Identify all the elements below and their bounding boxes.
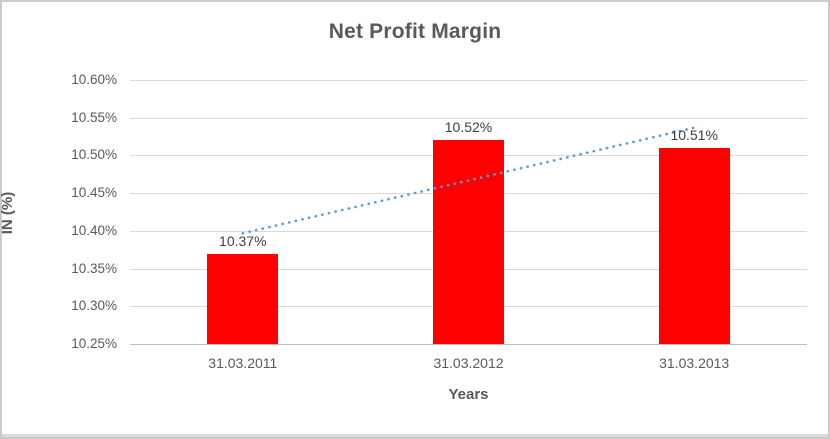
y-tick-label: 10.50% <box>71 147 117 163</box>
gridline <box>130 117 807 119</box>
y-tick-label: 10.35% <box>71 260 117 276</box>
bar <box>658 147 730 344</box>
bar-data-label: 10.51% <box>670 126 718 143</box>
y-tick-label: 10.60% <box>71 72 117 87</box>
bar-data-label: 10.37% <box>219 232 267 249</box>
x-tick-label: 31.03.2011 <box>208 355 278 371</box>
y-tick-label: 10.45% <box>71 185 117 201</box>
y-tick-label: 10.40% <box>71 222 117 238</box>
x-tick-label: 31.03.2012 <box>433 355 504 371</box>
chart-title: Net Profit Margin <box>328 20 502 43</box>
y-tick-label: 10.25% <box>71 336 117 351</box>
gridline <box>130 80 807 81</box>
y-tick-label: 10.30% <box>71 298 117 314</box>
bar <box>433 140 504 344</box>
y-tick-label: 10.55% <box>71 109 117 125</box>
x-axis-title: Years <box>448 386 489 403</box>
bar <box>207 253 279 344</box>
bar-data-label: 10.52% <box>444 119 493 136</box>
y-axis-title: IN (%) <box>0 191 16 235</box>
x-axis-line <box>130 344 807 345</box>
x-tick-label: 31.03.2013 <box>659 355 730 371</box>
